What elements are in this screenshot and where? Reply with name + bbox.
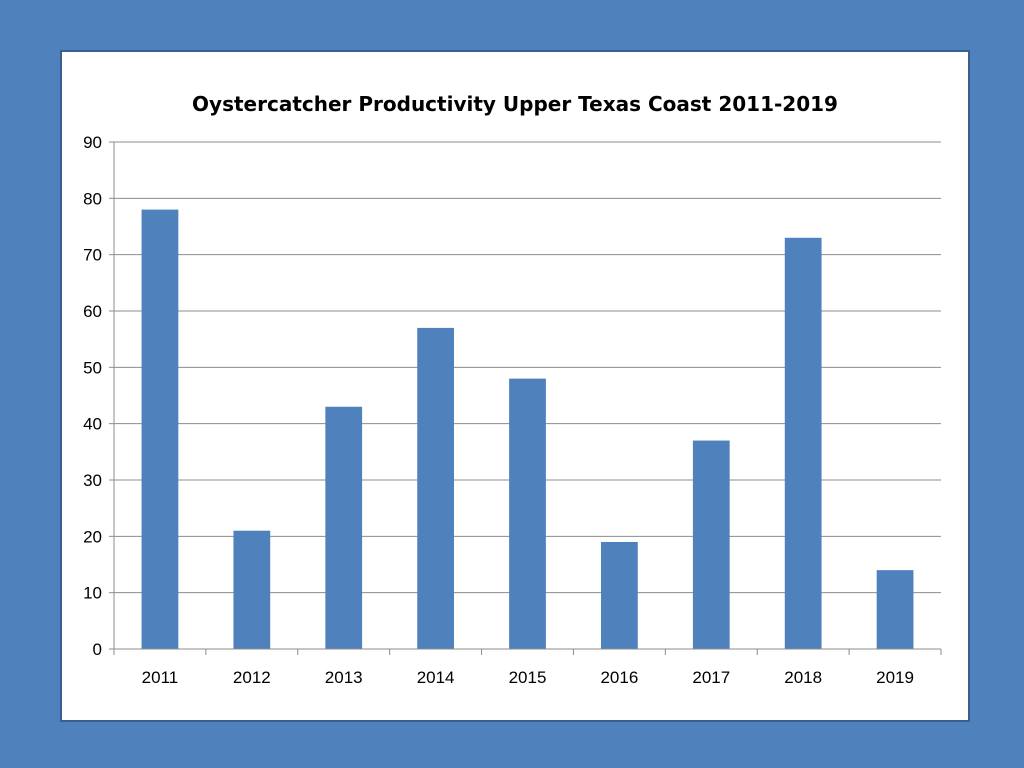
- x-tick-label: 2016: [600, 668, 638, 687]
- bar-2013: [325, 406, 363, 649]
- y-tick-label: 60: [83, 302, 102, 321]
- bar-2011: [141, 209, 179, 649]
- chart-panel: Oystercatcher Productivity Upper Texas C…: [60, 50, 970, 722]
- x-tick-label: 2019: [876, 668, 914, 687]
- y-tick-label: 10: [83, 584, 102, 603]
- x-tick-label: 2014: [417, 668, 455, 687]
- x-tick-label: 2013: [325, 668, 363, 687]
- x-tick-label: 2017: [692, 668, 730, 687]
- bar-2012: [233, 530, 271, 649]
- bar-2014: [417, 327, 454, 649]
- y-tick-label: 30: [83, 471, 102, 490]
- y-tick-label: 0: [93, 640, 102, 659]
- y-tick-label: 70: [83, 246, 102, 265]
- x-tick-label: 2018: [784, 668, 822, 687]
- x-tick-labels: 2011 2012 2013 2014 2015 2016 2017 2018 2019: [142, 668, 914, 687]
- y-tick-label: 90: [83, 133, 102, 152]
- bar-2018: [784, 237, 822, 649]
- x-tick-label: 2012: [233, 668, 271, 687]
- bar-2016: [601, 541, 638, 649]
- y-tick-label: 20: [83, 527, 102, 546]
- bars: [141, 209, 914, 649]
- x-tick-label: 2015: [509, 668, 547, 687]
- y-tick-label: 50: [83, 358, 102, 377]
- bar-2017: [692, 440, 730, 649]
- y-tick-label: 40: [83, 415, 102, 434]
- chart-title: Oystercatcher Productivity Upper Texas C…: [192, 92, 838, 116]
- bar-2019: [876, 570, 914, 649]
- bar-chart: 0 10 20 30 40 50 60 70 80 90 2011 2012 2013 2014 2015…: [83, 133, 942, 687]
- y-tick-labels: 0 10 20 30 40 50 60 70 80 90: [83, 133, 102, 659]
- axes: [109, 141, 942, 655]
- y-tick-label: 80: [83, 189, 102, 208]
- x-tick-label: 2011: [142, 668, 179, 687]
- bar-2015: [509, 378, 546, 649]
